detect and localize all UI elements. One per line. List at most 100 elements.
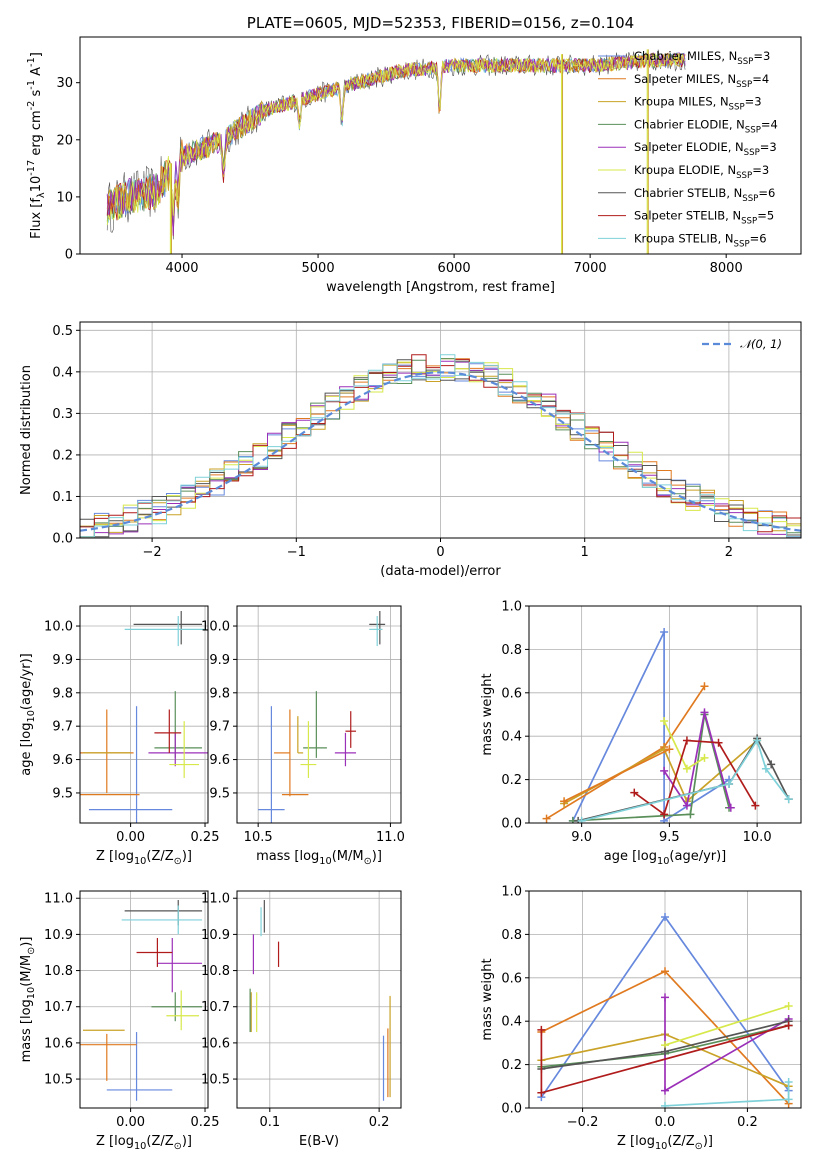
- axes-age-vs-mass: 10.5 11.0 9.5 9.6 9.7 9.8 9.9 10.0 mass [log10(M…: [201, 605, 405, 867]
- label-part: )]: [703, 1134, 713, 1149]
- grid-lines: [237, 606, 401, 823]
- x-tick-label: 9.0: [571, 830, 592, 845]
- x-tick-label: −1: [287, 545, 306, 560]
- label-part: 10: [657, 856, 669, 867]
- label-part: SSP: [736, 171, 752, 181]
- y-tick-label: 0.4: [501, 730, 522, 745]
- y-tick-label: 1.0: [501, 885, 522, 900]
- y-axis-label: Normed distribution: [19, 365, 34, 495]
- label-part: SSP: [742, 194, 758, 204]
- series-marker: [661, 1101, 669, 1108]
- label-part: SSP: [744, 148, 760, 158]
- x-axis-label: Z [log10(Z/Z⊙)]: [96, 849, 192, 867]
- series-marker: [784, 1095, 793, 1104]
- series-marker: [714, 738, 723, 747]
- y-tick-label: 0.2: [501, 773, 522, 788]
- y-tick-label: 9.9: [52, 653, 73, 668]
- y-tick-label: 0.0: [501, 1102, 522, 1117]
- label-part: mass weight: [480, 673, 495, 755]
- label-part: mass [log: [256, 849, 319, 864]
- label-part: 10: [655, 1141, 667, 1152]
- label-part: 10: [26, 987, 37, 999]
- series-marker: [700, 682, 709, 691]
- label-part: (M/M: [332, 849, 364, 864]
- y-tick-label: 1.0: [501, 600, 522, 615]
- label-part: Kroupa MILES, N: [634, 95, 729, 109]
- axes-frame: [79, 321, 802, 539]
- y-tick-label: 10.6: [201, 1036, 230, 1051]
- series-marker: [784, 1021, 793, 1030]
- label-part: (Z/Z: [146, 1134, 173, 1149]
- gaussian-curve: [80, 371, 801, 532]
- plot-area-spectrum: [106, 49, 686, 254]
- label-part: ⊙: [695, 1141, 703, 1152]
- label-part: (data-model)/error: [380, 564, 501, 579]
- y-axis-label: age [log10(age/yr)]: [19, 653, 37, 776]
- y-tick-label: 0.5: [52, 324, 73, 339]
- x-tick-label: 4000: [165, 261, 198, 276]
- label-part: Kroupa ELODIE, N: [634, 163, 736, 177]
- label-part: )]: [182, 1134, 192, 1149]
- y-axis-label: mass weight: [480, 673, 495, 755]
- label-part: (age/yr)]: [19, 653, 34, 710]
- label-part: Z [log: [617, 1134, 655, 1149]
- label-part: 10: [134, 1141, 146, 1152]
- label-part: =5: [757, 209, 774, 223]
- x-tick-label: 0.0: [655, 1115, 676, 1130]
- label-part: =3: [752, 163, 769, 177]
- label-part: =3: [760, 140, 777, 154]
- y-axis-label: Flux [fλ10-17 erg cm-2 s-1 A-1]: [26, 52, 47, 239]
- axes-mass-weight-vs-age: 9.0 9.5 10.0 0.0 0.2 0.4 0.6 0.8 1.0 age [log10(a…: [480, 600, 802, 867]
- series-line: [572, 631, 730, 823]
- x-tick-label: 1: [581, 545, 589, 560]
- y-tick-label: 0.0: [52, 532, 73, 547]
- label-part: Chabrier MILES, N: [634, 49, 737, 63]
- axes-frame: [79, 605, 209, 824]
- label-part: erg cm: [29, 110, 44, 159]
- plot-area-mass-weight-vs-age: [542, 628, 793, 823]
- legend-label: Chabrier MILES, NSSP=3: [634, 49, 770, 67]
- label-part: SSP: [729, 103, 745, 113]
- axes-frame: [79, 36, 802, 255]
- legend-label: Kroupa STELIB, NSSP=6: [634, 231, 767, 249]
- series-marker: [665, 745, 674, 754]
- label-part: 𝒩(0, 1): [740, 337, 782, 351]
- x-tick-label: 11.0: [376, 830, 405, 845]
- label-part: (Z/Z: [146, 849, 173, 864]
- label-part: -2: [26, 101, 37, 111]
- y-tick-label: 10.8: [44, 964, 73, 979]
- series-marker: [661, 993, 669, 1002]
- x-tick-label: 0.1: [259, 1115, 280, 1130]
- label-part: ⊙: [174, 1141, 182, 1152]
- label-part: =6: [758, 186, 775, 200]
- label-part: Z [log: [96, 849, 134, 864]
- label-part: -1: [26, 80, 37, 90]
- legend-label: Salpeter ELODIE, NSSP=3: [634, 140, 777, 158]
- label-part: =3: [753, 49, 770, 63]
- x-tick-label: 0.00: [116, 1115, 145, 1130]
- label-part: age [log: [604, 849, 657, 864]
- x-tick-label: 0.2: [369, 1115, 390, 1130]
- axes-frame: [236, 605, 402, 824]
- x-axis-label: (data-model)/error: [380, 564, 501, 579]
- series-marker: [661, 967, 669, 976]
- axes-frame: [236, 890, 402, 1109]
- y-tick-label: 20: [56, 133, 73, 148]
- y-tick-label: 0: [65, 248, 73, 263]
- label-part: ⊙: [26, 947, 37, 955]
- y-tick-label: 10: [56, 190, 73, 205]
- legend-label: Kroupa ELODIE, NSSP=3: [634, 163, 769, 181]
- y-tick-label: 10.9: [44, 928, 73, 943]
- y-tick-label: 0.2: [52, 448, 73, 463]
- series-marker: [537, 1088, 546, 1097]
- x-tick-label: 10.5: [244, 830, 273, 845]
- grid-lines: [237, 891, 401, 1108]
- axes-frame: [528, 890, 802, 1109]
- series-line: [664, 1082, 790, 1107]
- axes-spectrum: 4000 5000 6000 7000 8000 0 10 20 30 wavelength [A…: [26, 36, 802, 295]
- label-part: Z [log: [96, 1134, 134, 1149]
- legend-label: Chabrier STELIB, NSSP=6: [634, 186, 775, 204]
- label-part: -1: [26, 57, 37, 67]
- series-marker: [661, 913, 669, 922]
- y-tick-label: 9.8: [52, 686, 73, 701]
